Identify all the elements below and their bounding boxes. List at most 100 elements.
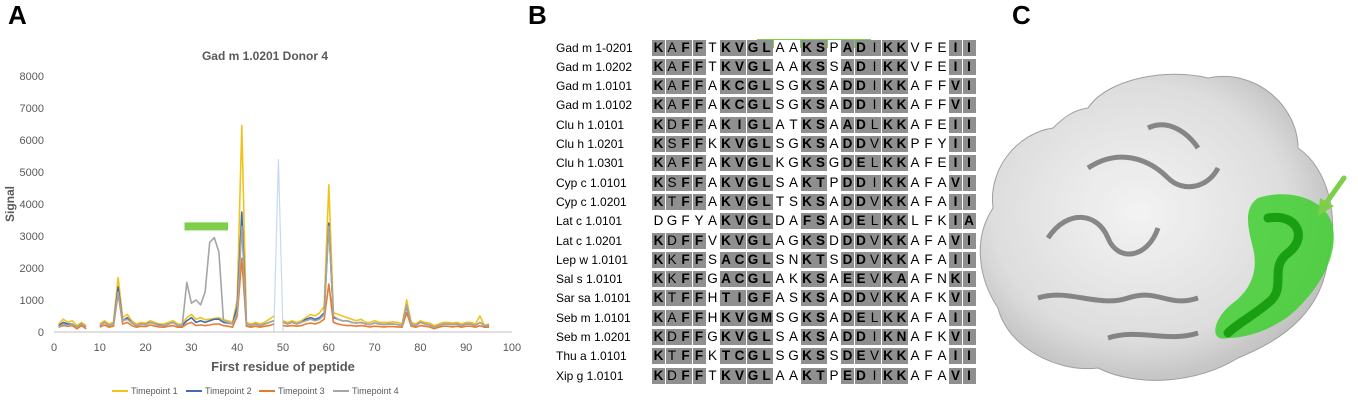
residue: V — [733, 136, 746, 152]
residue: S — [814, 232, 827, 249]
residue: K — [949, 271, 962, 288]
residue: A — [773, 58, 787, 75]
residue: K — [652, 271, 665, 288]
residue: A — [908, 78, 922, 95]
residue: G — [746, 78, 760, 95]
residue: L — [760, 116, 773, 133]
residue: L — [760, 329, 773, 345]
residue: I — [868, 367, 881, 384]
residue: A — [908, 174, 922, 191]
residue: I — [949, 155, 962, 172]
residue: I — [962, 367, 976, 384]
residue: A — [773, 271, 787, 288]
residue: A — [935, 232, 949, 249]
residue: K — [787, 271, 800, 288]
residue: T — [665, 348, 679, 365]
residue: K — [800, 193, 814, 210]
residue: K — [719, 78, 733, 95]
residue: L — [868, 213, 881, 230]
residue: S — [814, 290, 827, 307]
residue: A — [787, 213, 800, 230]
residue: A — [787, 174, 800, 191]
series-line-timepoint-4 — [58, 323, 87, 329]
residue: A — [908, 116, 922, 133]
residue: K — [719, 367, 733, 384]
residue: G — [746, 329, 760, 345]
residue: K — [895, 39, 908, 56]
sequence-name: Thu a 1.0101 — [556, 349, 627, 364]
residue: A — [935, 309, 949, 326]
y-tick-label: 8000 — [20, 71, 44, 83]
residue: F — [679, 290, 692, 307]
residue: A — [827, 97, 841, 114]
residue: I — [962, 174, 976, 191]
residue: K — [895, 136, 908, 152]
residue: I — [962, 97, 976, 114]
sequence-name: Clu h 1.0101 — [556, 117, 625, 132]
residue: K — [719, 329, 733, 345]
residue: G — [746, 136, 760, 152]
residue: A — [908, 290, 922, 307]
signal-line-chart: Gad m 1.0201 Donor 4 Signal First residu… — [3, 49, 521, 396]
residue: V — [949, 97, 962, 114]
series-line-timepoint-3 — [58, 324, 87, 330]
alignment-row: Cyp c 1.0101 K S F F A K V G L S A K T P D D I K K A F A V I — [556, 173, 976, 192]
residue: F — [922, 39, 935, 56]
x-tick-label: 20 — [139, 342, 151, 354]
residue: G — [787, 309, 800, 326]
alignment-row: Seb m 1.0101 K A F F H K V G M S G K S A D E L K K A F A I I — [556, 308, 976, 327]
residue: I — [949, 39, 962, 56]
residue: S — [827, 251, 841, 268]
residue: K — [881, 116, 895, 133]
residue: A — [787, 329, 800, 345]
residue: V — [733, 309, 746, 326]
legend-label: Timepoint 2 — [205, 386, 252, 396]
residue: S — [773, 78, 787, 95]
residue: K — [800, 290, 814, 307]
residue: I — [962, 309, 976, 326]
alignment-row: Gad m 1.0102 K A F F A K C G L S G K S A D D I K K A F F V I — [556, 96, 976, 115]
residue: F — [679, 193, 692, 210]
residue: E — [854, 348, 868, 365]
residue: I — [962, 78, 976, 95]
residue: T — [665, 290, 679, 307]
y-tick-label: 2000 — [20, 263, 44, 275]
residue: K — [665, 251, 679, 268]
residue: I — [949, 251, 962, 268]
residue: K — [719, 232, 733, 249]
residue: K — [800, 155, 814, 172]
residue: G — [746, 290, 760, 307]
sequence-name: Seb m 1.0201 — [556, 330, 631, 344]
sequence-name: Xip g 1.0101 — [556, 368, 624, 383]
residue: K — [652, 58, 665, 75]
residue: I — [962, 136, 976, 152]
residue: K — [881, 309, 895, 326]
residue: G — [746, 193, 760, 210]
residue: A — [665, 97, 679, 114]
residue: K — [895, 193, 908, 210]
residue: E — [854, 155, 868, 172]
residue: K — [800, 97, 814, 114]
residue: K — [800, 367, 814, 384]
residue: A — [908, 97, 922, 114]
residue: A — [773, 367, 787, 384]
residue: A — [935, 251, 949, 268]
residue: G — [746, 271, 760, 288]
residue: K — [652, 193, 665, 210]
residue: E — [854, 213, 868, 230]
residue: K — [652, 174, 665, 191]
residue: I — [868, 39, 881, 56]
residue: D — [841, 213, 854, 230]
residue: L — [868, 116, 881, 133]
residue: F — [922, 136, 935, 152]
residue: N — [787, 251, 800, 268]
residue: F — [922, 155, 935, 172]
residue: I — [962, 329, 976, 345]
residue: I — [868, 174, 881, 191]
residue: V — [733, 367, 746, 384]
residue: A — [665, 39, 679, 56]
